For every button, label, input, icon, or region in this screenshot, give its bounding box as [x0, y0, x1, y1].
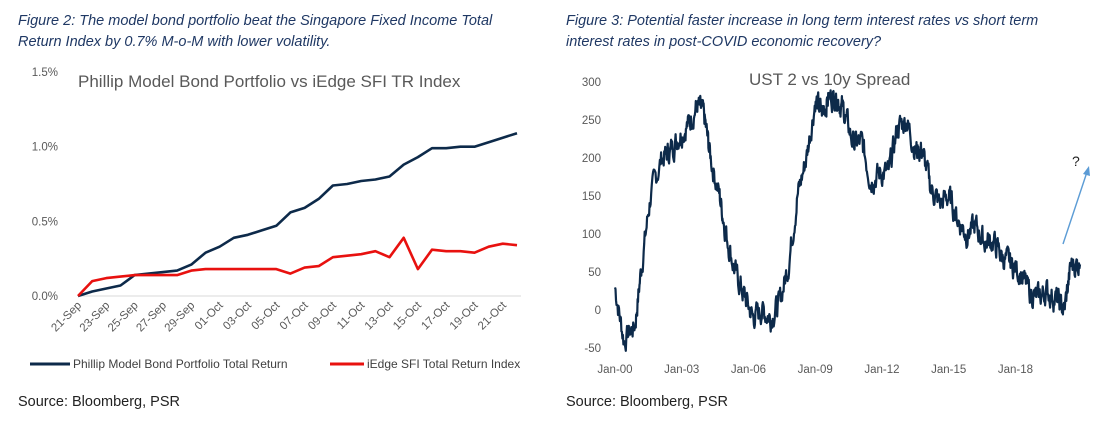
chart-1-y-tick-label: 0.5%: [32, 216, 58, 228]
chart-2-x-tick-label: Jan-12: [864, 364, 899, 376]
chart-2-x-tick-label: Jan-15: [931, 364, 966, 376]
legend-label-iedge: iEdge SFI Total Return Index: [367, 357, 520, 371]
question-mark-annotation: ?: [1072, 153, 1080, 169]
chart-2-x-tick-label: Jan-06: [731, 364, 766, 376]
figure-2-source: Source: Bloomberg, PSR: [18, 394, 180, 410]
chart-2-y-tick-label: 300: [582, 77, 601, 89]
chart-2-y-tick-label: 200: [582, 153, 601, 165]
chart-2-y-tick-label: 50: [588, 267, 601, 279]
chart-2-y-tick-label: 0: [595, 305, 601, 317]
iedge-sfi-index-line: [77, 236, 518, 297]
chart-2-title: UST 2 vs 10y Spread: [749, 70, 910, 89]
chart-2-y-tick-label: -50: [584, 343, 601, 355]
chart-1-y-tick-label: 1.5%: [32, 67, 58, 79]
arrow-head-icon: [1083, 166, 1090, 176]
chart-2-y-tick-label: 150: [582, 191, 601, 203]
chart-2-x-tick-label: Jan-18: [998, 364, 1033, 376]
chart-1-y-tick-label: 0.0%: [32, 291, 58, 303]
figure-2-caption: Figure 2: The model bond portfolio beat …: [18, 13, 493, 50]
chart-1-legend: Phillip Model Bond Portfolio Total Retur…: [30, 357, 520, 371]
chart-2-y-tick-label: 250: [582, 115, 601, 127]
bond-portfolio-chart: Phillip Model Bond Portfolio vs iEdge SF…: [30, 67, 521, 371]
upward-arrow: [1062, 171, 1088, 245]
chart-1-y-tick-label: 1.0%: [32, 142, 58, 154]
legend-label-portfolio: Phillip Model Bond Portfolio Total Retur…: [73, 357, 288, 371]
figure-3-caption: Figure 3: Potential faster increase in l…: [566, 13, 1039, 50]
figure-3-source: Source: Bloomberg, PSR: [566, 394, 728, 410]
portfolio-total-return-line: [77, 131, 518, 298]
ust-2-10-spread-line: [613, 89, 1082, 352]
chart-2-x-tick-label: Jan-09: [798, 364, 833, 376]
chart-1-title: Phillip Model Bond Portfolio vs iEdge SF…: [78, 72, 461, 91]
ust-spread-chart: UST 2 vs 10y Spread -50 0 50 100 150 200 250 30…: [582, 70, 1090, 376]
chart-2-y-tick-label: 100: [582, 229, 601, 241]
chart-2-x-tick-label: Jan-00: [597, 364, 632, 376]
chart-2-x-tick-label: Jan-03: [664, 364, 699, 376]
